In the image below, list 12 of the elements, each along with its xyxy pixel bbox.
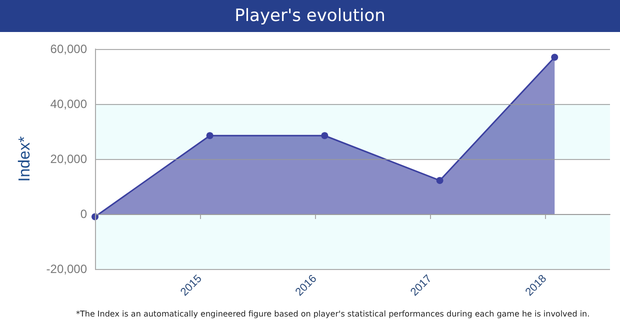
chart-title: Player's evolution [0,0,620,32]
y-tick-label: 40,000 [50,97,88,111]
y-tick-label: 20,000 [50,152,88,166]
text: *The Index is an automatically engineered figure based on player's statistical performances during each game he is involved in. [76,310,590,318]
y-tick-label: -20,000 [46,262,88,276]
y-tick-label: 60,000 [50,42,88,56]
point [551,54,558,61]
point [321,132,328,140]
point [436,176,444,184]
point [206,132,214,140]
y-axis-title: Index* [16,136,34,182]
y-tick-label: 0 [80,207,88,221]
